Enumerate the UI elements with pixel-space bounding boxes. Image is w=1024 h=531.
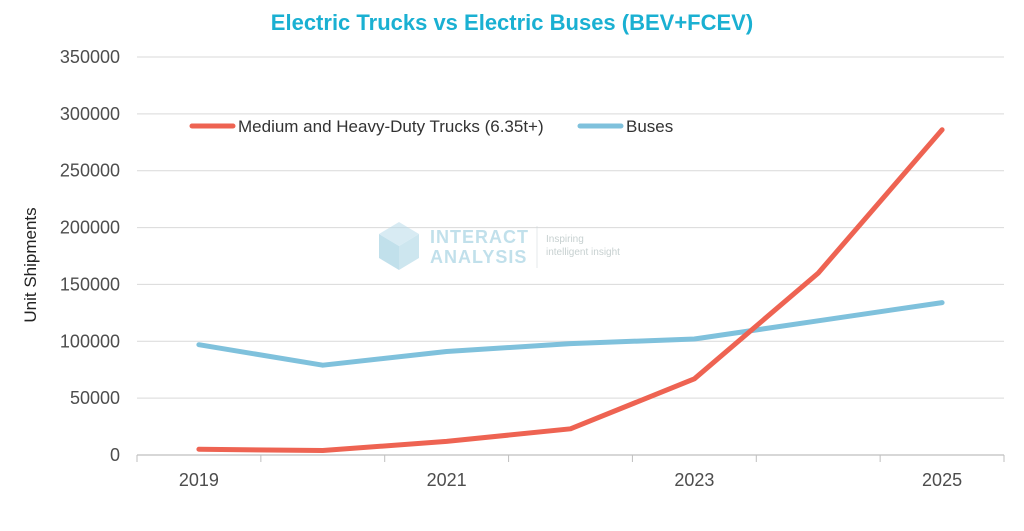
series-line-trucks [196, 127, 945, 453]
y-tick-label: 150000 [60, 274, 120, 294]
legend-label: Medium and Heavy-Duty Trucks (6.35t+) [238, 117, 544, 136]
y-tick-label: 350000 [60, 47, 120, 67]
chart-title: Electric Trucks vs Electric Buses (BEV+F… [271, 10, 753, 35]
gridlines [137, 56, 1004, 399]
watermark: INTERACT ANALYSIS Inspiring intelligent … [379, 222, 620, 270]
y-tick-label: 200000 [60, 218, 120, 238]
x-axis: 2019 2021 2023 2025 [136, 454, 1005, 490]
cube-logo-icon [379, 222, 419, 270]
y-tick-label: 100000 [60, 331, 120, 351]
y-tick-label: 300000 [60, 104, 120, 124]
x-tick-label: 2025 [922, 470, 962, 490]
y-tick-label: 50000 [70, 388, 120, 408]
watermark-brand-line1: INTERACT [430, 227, 529, 247]
y-axis-label: Unit Shipments [21, 207, 40, 322]
series-lines [196, 127, 945, 453]
legend-label: Buses [626, 117, 673, 136]
watermark-tagline-line1: Inspiring [546, 234, 584, 245]
legend: Medium and Heavy-Duty Trucks (6.35t+) Bus… [189, 117, 673, 136]
x-tick-label: 2023 [674, 470, 714, 490]
y-axis-ticks: 0 50000 100000 150000 200000 250000 300000 3500… [60, 47, 120, 465]
series-line-buses [196, 300, 945, 368]
y-tick-label: 0 [110, 445, 120, 465]
x-tick-label: 2019 [179, 470, 219, 490]
watermark-brand-line2: ANALYSIS [430, 247, 527, 267]
y-tick-label: 250000 [60, 161, 120, 181]
x-tick-label: 2021 [427, 470, 467, 490]
watermark-tagline-line2: intelligent insight [546, 247, 620, 258]
